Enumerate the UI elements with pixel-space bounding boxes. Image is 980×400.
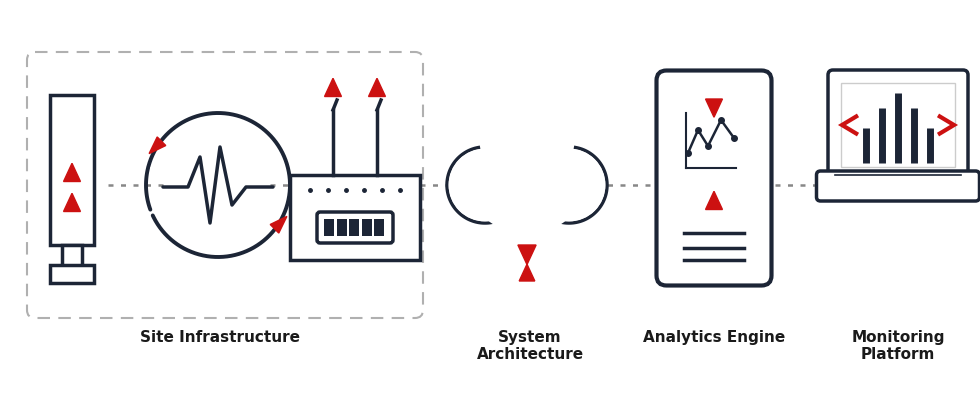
Circle shape [513,166,577,230]
Polygon shape [519,264,535,281]
Circle shape [481,114,573,206]
Circle shape [531,147,607,223]
FancyBboxPatch shape [336,219,347,236]
Circle shape [447,147,523,223]
Polygon shape [149,137,166,154]
Text: Monitoring
Platform: Monitoring Platform [852,330,945,362]
Polygon shape [706,99,722,117]
Circle shape [514,167,575,229]
Polygon shape [706,191,722,210]
FancyBboxPatch shape [362,219,371,236]
FancyBboxPatch shape [62,245,82,267]
Polygon shape [368,78,385,96]
Circle shape [478,167,540,229]
Polygon shape [270,216,287,233]
Text: Site Infrastructure: Site Infrastructure [140,330,300,345]
FancyBboxPatch shape [349,219,359,236]
Polygon shape [517,245,536,265]
Polygon shape [64,193,80,212]
Text: Analytics Engine: Analytics Engine [643,330,785,345]
Circle shape [479,112,575,208]
FancyBboxPatch shape [290,175,420,260]
FancyBboxPatch shape [50,265,94,283]
Text: System
Architecture: System Architecture [476,330,583,362]
Polygon shape [324,78,341,96]
Circle shape [477,166,541,230]
FancyBboxPatch shape [841,83,955,167]
FancyBboxPatch shape [50,95,94,245]
Circle shape [532,148,606,222]
Polygon shape [64,163,80,182]
FancyBboxPatch shape [657,70,771,286]
FancyBboxPatch shape [828,70,968,180]
FancyBboxPatch shape [324,219,334,236]
Circle shape [449,148,521,222]
FancyBboxPatch shape [816,171,979,201]
FancyBboxPatch shape [317,212,393,243]
FancyBboxPatch shape [374,219,384,236]
